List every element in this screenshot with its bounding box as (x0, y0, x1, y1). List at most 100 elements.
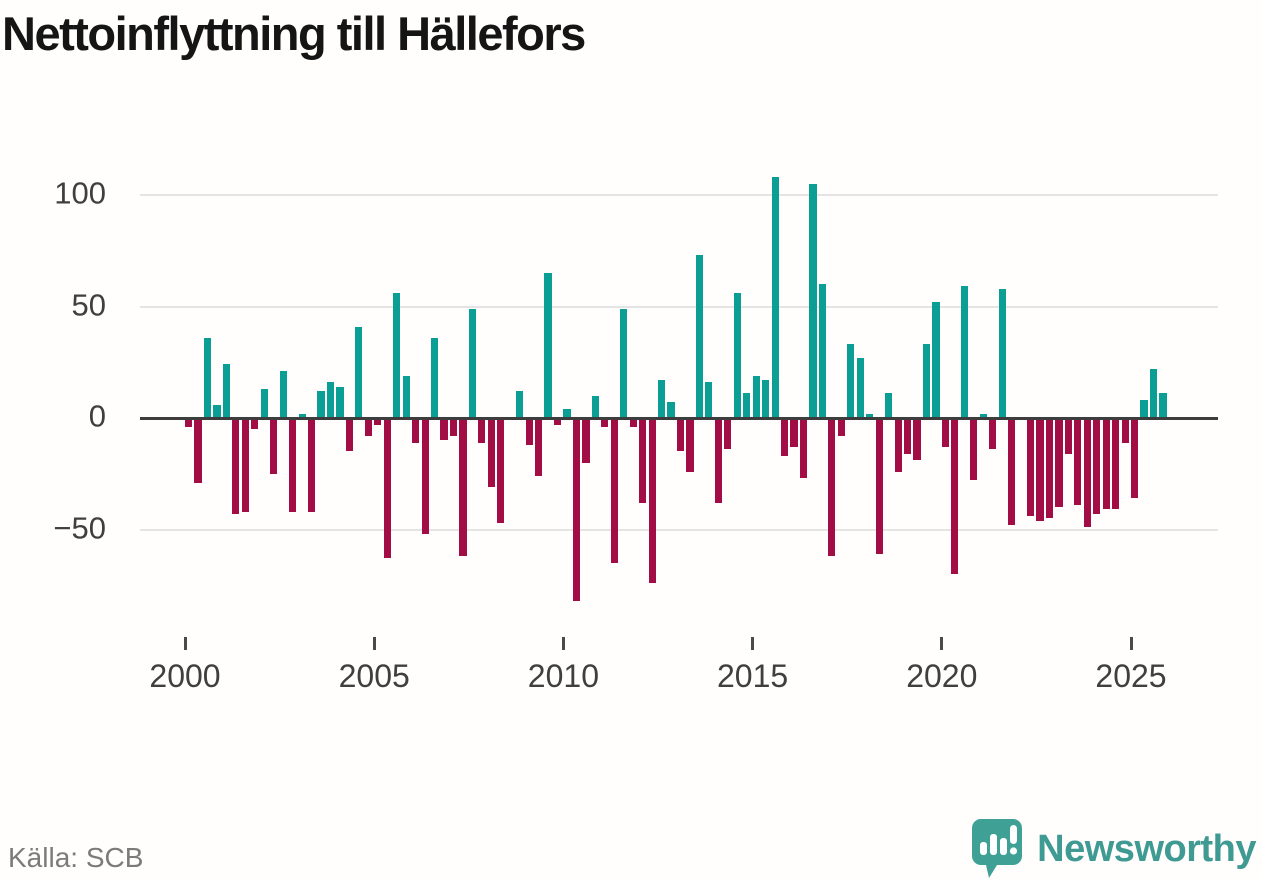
bar-2019-Q4 (932, 302, 940, 418)
bar-2012-Q4 (667, 402, 675, 418)
bar-2018-Q1 (866, 413, 874, 418)
bar-2016-Q1 (790, 418, 798, 447)
bar-2013-Q2 (686, 418, 694, 472)
bar-2005-Q1 (374, 418, 382, 425)
bar-2024-Q4 (1121, 418, 1129, 443)
bar-2009-Q1 (525, 418, 533, 445)
bar-2020-Q2 (951, 418, 959, 575)
source-note: Källa: SCB (8, 842, 144, 873)
bar-2008-Q2 (497, 418, 505, 523)
x-tick-mark-2015 (751, 637, 755, 650)
bar-2025-Q2 (1140, 400, 1148, 418)
bar-2001-Q3 (241, 418, 249, 512)
bar-2018-Q3 (885, 393, 893, 418)
chart-title: Nettoinflyttning till Hällefors (2, 7, 586, 60)
bar-2024-Q2 (1102, 418, 1110, 510)
bar-2013-Q3 (695, 255, 704, 418)
x-tick-label-2020: 2020 (906, 658, 978, 694)
bar-2023-Q3 (1074, 418, 1082, 505)
y-tick-label--50: −50 (53, 510, 106, 546)
bar-2021-Q4 (1008, 418, 1016, 526)
bar-2024-Q3 (1112, 418, 1120, 510)
bar-2005-Q2 (383, 418, 391, 559)
bar-2012-Q3 (658, 380, 666, 418)
bar-2017-Q4 (856, 357, 864, 418)
bar-2020-Q3 (960, 286, 968, 418)
bar-2004-Q2 (345, 418, 353, 452)
bar-2003-Q1 (298, 413, 306, 418)
bar-2014-Q2 (724, 418, 732, 450)
bar-2016-Q3 (809, 183, 817, 418)
zero-axis-line (140, 416, 1218, 420)
bar-2012-Q1 (639, 418, 647, 503)
bar-2010-Q3 (582, 418, 590, 463)
bar-2015-Q4 (780, 418, 789, 456)
bar-2018-Q2 (875, 418, 883, 555)
bar-2024-Q1 (1093, 418, 1101, 514)
bar-2003-Q3 (317, 391, 325, 418)
bar-2007-Q1 (449, 418, 458, 436)
y-tick-label-0: 0 (88, 398, 106, 434)
bar-2023-Q2 (1064, 418, 1072, 454)
x-tick-label-2015: 2015 (717, 658, 789, 694)
bar-2004-Q1 (336, 386, 344, 418)
bar-2014-Q4 (743, 393, 751, 418)
bar-2001-Q4 (251, 418, 259, 430)
x-tick-mark-2020 (940, 637, 944, 650)
bar-2005-Q3 (393, 293, 401, 418)
bar-2017-Q2 (837, 418, 845, 436)
bar-2019-Q3 (922, 344, 931, 418)
bar-2004-Q4 (364, 418, 372, 436)
y-tick-label-100: 100 (54, 175, 106, 211)
bar-2019-Q1 (903, 418, 912, 454)
bar-2021-Q2 (989, 418, 997, 450)
bar-2007-Q3 (468, 308, 476, 418)
bar-2012-Q2 (648, 418, 656, 584)
bar-2025-Q4 (1159, 393, 1167, 418)
bar-2011-Q3 (620, 308, 628, 418)
gridline-y-100 (140, 194, 1218, 196)
bar-2017-Q3 (847, 344, 855, 418)
bar-2015-Q2 (762, 380, 770, 418)
bar-2018-Q4 (894, 418, 902, 472)
bar-2000-Q1 (185, 418, 193, 427)
bar-2021-Q1 (979, 413, 987, 418)
bar-2015-Q1 (752, 375, 760, 418)
bar-2022-Q3 (1036, 418, 1044, 521)
bar-2023-Q4 (1083, 418, 1091, 528)
bar-2025-Q3 (1149, 368, 1158, 418)
x-tick-mark-2005 (372, 637, 376, 650)
bar-2004-Q3 (355, 326, 363, 418)
x-tick-label-2025: 2025 (1095, 658, 1167, 694)
bar-2010-Q4 (591, 395, 599, 418)
y-tick-label-50: 50 (71, 287, 106, 323)
bar-2003-Q4 (326, 382, 335, 418)
bar-2006-Q4 (440, 418, 448, 441)
newsworthy-logo: Newsworthy (971, 818, 1256, 879)
bar-2013-Q4 (705, 382, 713, 418)
bar-2015-Q3 (771, 177, 779, 418)
bar-2005-Q4 (402, 375, 410, 418)
bar-2023-Q1 (1055, 418, 1063, 508)
bar-2000-Q3 (203, 337, 212, 418)
bar-2009-Q2 (535, 418, 543, 476)
x-tick-label-2010: 2010 (527, 658, 599, 694)
bar-2020-Q1 (941, 418, 949, 447)
bar-2007-Q4 (478, 418, 486, 443)
bar-2017-Q1 (828, 418, 836, 557)
x-tick-mark-2000 (183, 637, 187, 650)
bar-2019-Q2 (913, 418, 921, 461)
bar-2014-Q1 (714, 418, 722, 503)
bar-2021-Q3 (998, 288, 1006, 418)
bar-2022-Q2 (1026, 418, 1035, 517)
bar-2002-Q1 (260, 389, 268, 418)
bar-2022-Q4 (1045, 418, 1054, 519)
bar-2016-Q2 (799, 418, 808, 479)
bar-2000-Q2 (194, 418, 202, 483)
bar-2013-Q1 (676, 418, 685, 452)
bar-2002-Q3 (279, 371, 287, 418)
bar-2008-Q1 (487, 418, 495, 488)
bar-2010-Q2 (572, 418, 581, 601)
x-tick-mark-2010 (561, 637, 565, 650)
